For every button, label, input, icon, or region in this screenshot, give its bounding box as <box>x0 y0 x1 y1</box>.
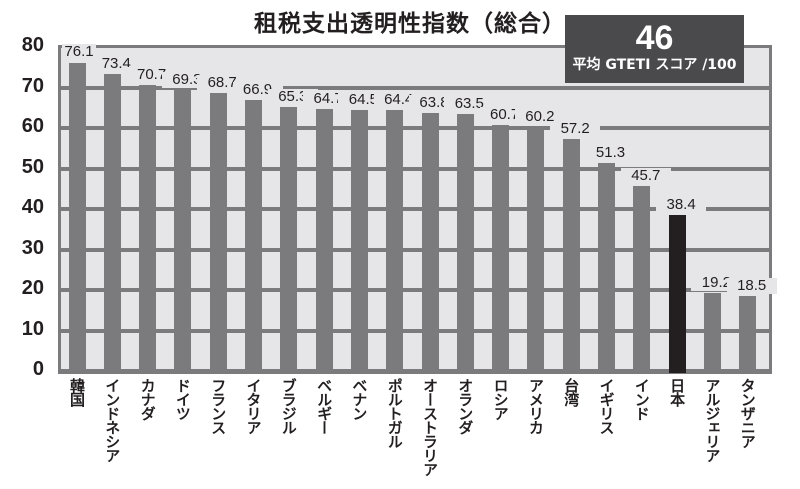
average-score-caption: 平均 GTETI スコア /100 <box>572 57 737 73</box>
bar <box>68 62 86 373</box>
plot-area: 76.1 73.4 70.7 69.3 68.7 66.9 65.3 64.7 64.5 64.4… <box>58 44 777 374</box>
y-tick-label: 60 <box>21 115 44 137</box>
gridline <box>61 247 769 252</box>
x-tick-label: フランス <box>209 378 228 434</box>
average-score-value: 46 <box>635 19 674 57</box>
bar <box>139 84 157 373</box>
average-score-badge: 46 平均 GTETI スコア /100 <box>565 15 744 83</box>
bar <box>562 139 580 373</box>
gridline <box>61 328 769 333</box>
x-tick-label: オランダ <box>456 378 475 434</box>
y-tick-label: 20 <box>21 277 44 299</box>
value-label: 60.2 <box>514 109 565 126</box>
y-tick-label: 70 <box>21 74 44 97</box>
gridline <box>61 288 769 292</box>
bar <box>739 296 757 373</box>
gridline <box>61 166 769 171</box>
bar <box>209 92 227 373</box>
bar <box>245 100 262 373</box>
x-tick-label: ドイツ <box>173 378 192 420</box>
x-tick-label: ポルトガル <box>385 378 404 448</box>
bar <box>598 163 615 373</box>
value-label: 51.3 <box>585 145 636 162</box>
bar <box>280 106 298 373</box>
x-tick-label: オーストラリア <box>421 378 439 476</box>
bar <box>633 185 651 373</box>
bar <box>386 110 404 373</box>
x-tick-label: アメリカ <box>526 378 545 434</box>
bar <box>174 90 192 373</box>
x-tick-label: 日本 <box>668 378 687 406</box>
bar <box>421 112 439 373</box>
x-tick-label: カナダ <box>138 378 157 420</box>
x-tick-label: インド <box>632 378 651 420</box>
bar <box>527 127 545 373</box>
y-tick-label: 50 <box>21 155 44 178</box>
bar <box>492 125 510 373</box>
y-tick-label: 30 <box>21 236 44 259</box>
x-tick-label: ベルギー <box>315 378 334 434</box>
value-label: 45.7 <box>620 167 671 184</box>
bar <box>703 293 721 373</box>
y-tick-label: 40 <box>21 196 44 218</box>
gridline <box>61 207 769 211</box>
value-label: 57.2 <box>550 121 601 138</box>
bar <box>103 73 121 373</box>
bar <box>315 108 333 373</box>
gridline <box>61 126 769 130</box>
x-tick-label: ロシア <box>491 378 510 420</box>
value-label: 76.1 <box>62 44 96 60</box>
gridline <box>61 85 769 90</box>
x-tick-label: イタリア <box>244 378 263 434</box>
x-tick-label: タンザニア <box>738 378 757 448</box>
x-tick-label: ベナン <box>350 378 369 420</box>
value-label: 18.5 <box>726 278 777 295</box>
bar <box>350 109 368 373</box>
bar <box>456 113 474 373</box>
x-tick-label: ブラジル <box>279 378 298 434</box>
value-label: 38.4 <box>656 197 707 214</box>
x-tick-label: 韓国 <box>68 378 86 406</box>
x-tick-label: 台湾 <box>562 378 581 406</box>
chart-title: 租税支出透明性指数（総合） <box>254 11 566 37</box>
y-tick-label: 80 <box>21 34 44 56</box>
y-tick-label: 10 <box>21 317 44 340</box>
x-tick-label: イギリス <box>597 378 616 434</box>
y-tick-label: 0 <box>32 358 44 380</box>
value-label: 70.7 <box>126 66 177 83</box>
x-tick-label: アルジェリア <box>703 378 722 462</box>
x-tick-label: インドネシア <box>103 378 122 462</box>
bar <box>668 215 686 373</box>
